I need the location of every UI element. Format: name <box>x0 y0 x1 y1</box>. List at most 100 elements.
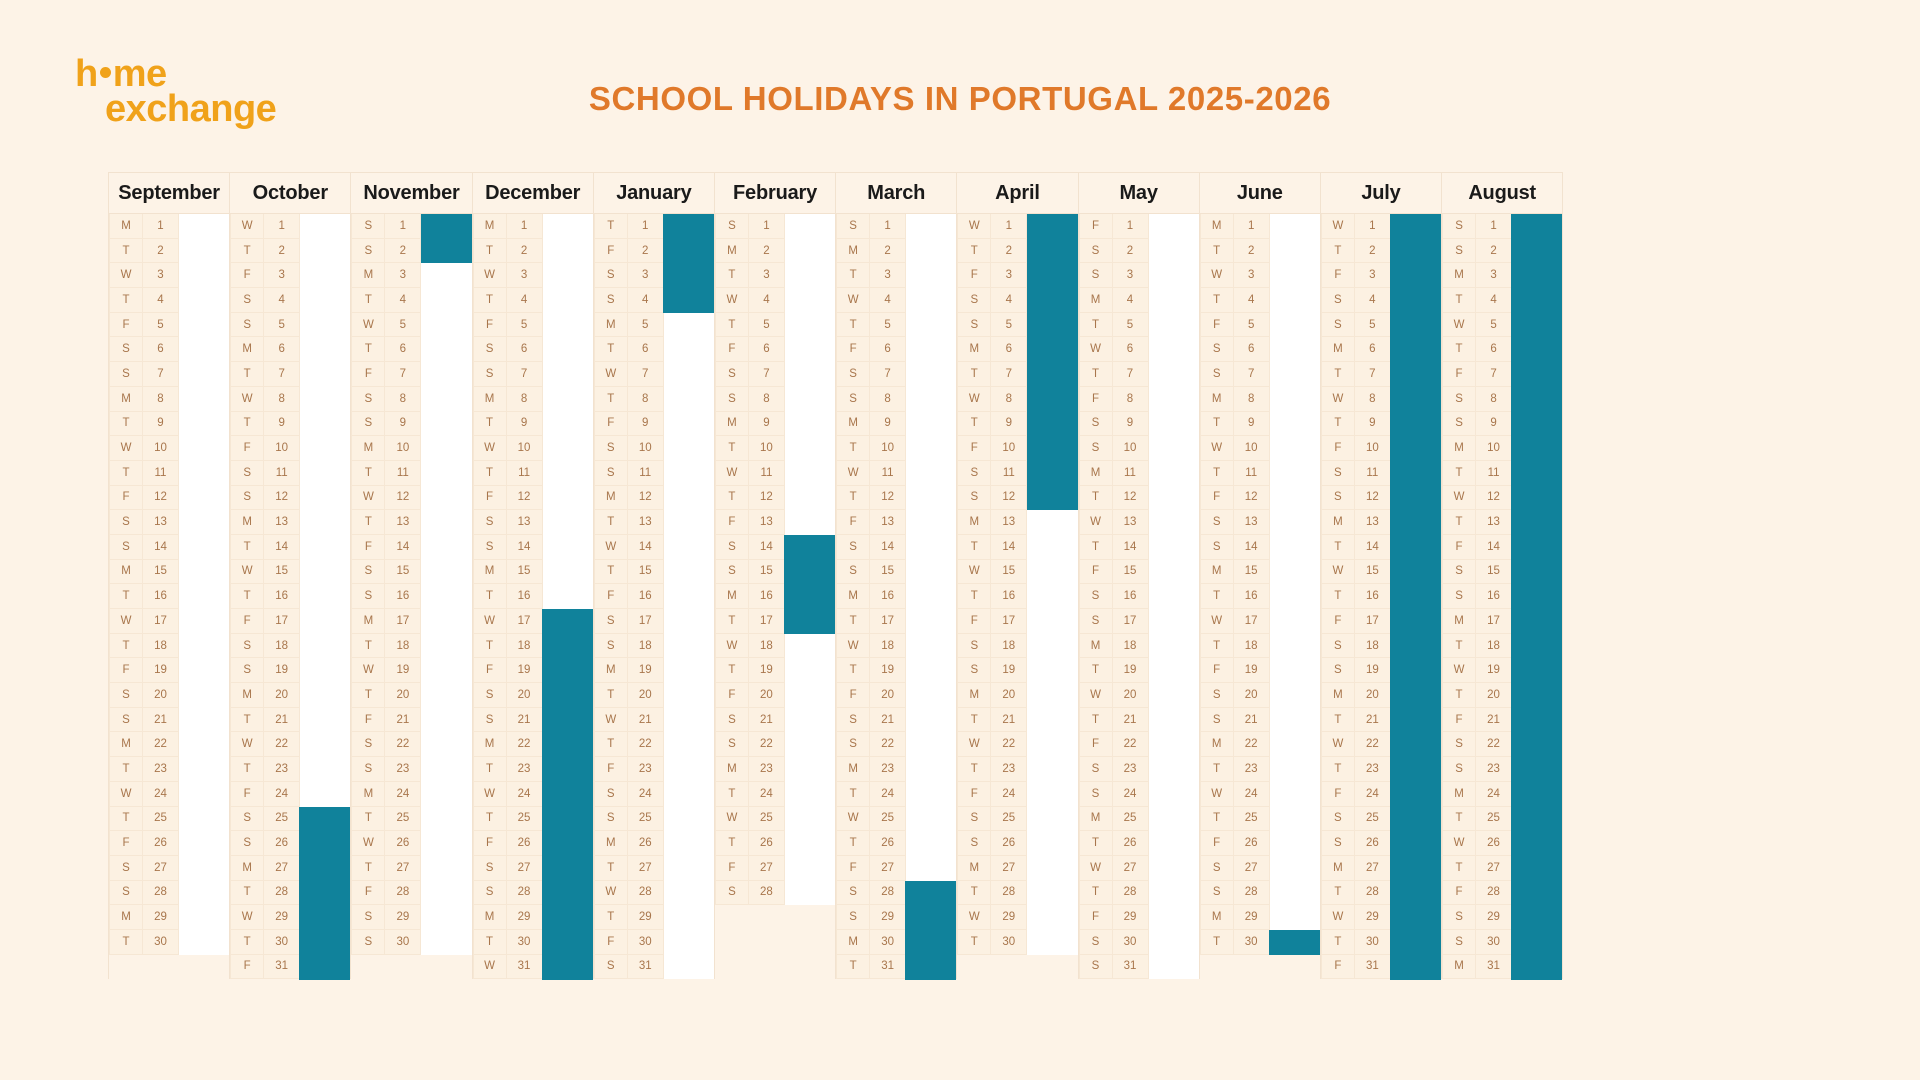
day-number: 8 <box>264 386 301 412</box>
holiday-track-cell <box>421 683 472 708</box>
day-number: 8 <box>1233 386 1270 412</box>
day-number: 30 <box>1233 929 1270 955</box>
logo-dot-icon <box>99 66 111 78</box>
day-initial: F <box>109 485 143 511</box>
day-initial <box>715 930 749 955</box>
day-row: F 16 <box>593 584 714 609</box>
day-row: T 27 <box>593 855 714 881</box>
day-number: 26 <box>385 831 422 856</box>
day-number: 16 <box>1476 584 1513 609</box>
day-row: W 25 <box>714 806 836 832</box>
day-number: 2 <box>627 238 664 264</box>
day-number: 3 <box>1354 263 1391 289</box>
holiday-track-cell <box>784 954 836 980</box>
day-number: 11 <box>991 460 1028 486</box>
day-initial: T <box>1442 337 1477 363</box>
day-row: S 14 <box>472 534 593 560</box>
day-initial: W <box>351 485 386 511</box>
day-row: S 13 <box>109 510 230 535</box>
day-initial: M <box>109 214 143 239</box>
day-number: 27 <box>143 855 179 881</box>
month-column-january: January T 1 F 2 S 3 S 4 M 5 T 6 W 7 T 8 F 9 S 10 S 11 M 12 T 13 W 14… <box>593 172 715 980</box>
day-row: W 11 <box>714 460 836 486</box>
day-row: S 21 <box>836 707 957 733</box>
day-row: S 23 <box>351 757 472 782</box>
holiday-track-cell <box>300 238 351 264</box>
day-initial: T <box>1442 460 1477 486</box>
day-row-empty <box>351 954 472 980</box>
holiday-track-cell <box>1148 312 1199 338</box>
day-initial: T <box>836 436 871 461</box>
holiday-track-cell <box>421 732 472 758</box>
day-row: F 13 <box>714 510 836 535</box>
day-initial: S <box>1078 238 1113 264</box>
holiday-track-cell <box>179 683 230 708</box>
day-number: 20 <box>1233 683 1270 708</box>
day-initial: T <box>1442 288 1477 313</box>
holiday-track-cell <box>421 757 472 782</box>
day-initial: S <box>1320 288 1355 313</box>
day-number: 9 <box>264 411 301 437</box>
holiday-track-cell <box>421 905 472 930</box>
day-initial: M <box>1078 806 1113 832</box>
day-initial: S <box>593 263 628 289</box>
day-number: 14 <box>1233 534 1270 560</box>
calendar-grid: September M 1 T 2 W 3 T 4 F 5 S 6 S 7 M 8 T 9 W 10 T 11 F 12 S 13 S… <box>108 172 1564 980</box>
holiday-track-cell <box>1269 214 1320 239</box>
holiday-track-cell <box>179 238 230 264</box>
day-number: 2 <box>506 238 543 264</box>
day-number: 24 <box>506 781 543 807</box>
homeexchange-logo[interactable]: h me exchange <box>75 55 277 127</box>
day-number: 21 <box>991 707 1028 733</box>
holiday-bar-july-1 <box>1390 214 1442 980</box>
day-number: 2 <box>1354 238 1391 264</box>
day-number: 5 <box>264 312 301 338</box>
day-number: 19 <box>1233 658 1270 684</box>
day-number: 29 <box>385 905 422 930</box>
holiday-track-cell <box>179 609 230 634</box>
month-days-july: W 1 T 2 F 3 S 4 S 5 M 6 T 7 W 8 T 9 F 10 S 11 S 12 M 13 T 14 W 15 T 16 F… <box>1320 214 1442 980</box>
day-initial: S <box>1199 707 1234 733</box>
day-number: 3 <box>506 263 543 289</box>
day-initial: F <box>1199 312 1234 338</box>
holiday-track-cell <box>1269 238 1320 264</box>
month-days-august: S 1 S 2 M 3 T 4 W 5 T 6 F 7 S 8 S 9 M 10 T 11 W 12 T 13 F 14 S 15 S 16 M… <box>1442 214 1563 980</box>
holiday-track-cell <box>300 337 351 363</box>
day-number: 15 <box>1476 559 1513 585</box>
day-number: 2 <box>1233 238 1270 264</box>
day-initial: F <box>109 831 143 856</box>
day-number: 16 <box>870 584 907 609</box>
day-number: 11 <box>870 460 907 486</box>
day-row: S 24 <box>593 781 714 807</box>
day-initial: T <box>1078 534 1113 560</box>
holiday-track-cell <box>542 534 593 560</box>
day-initial: M <box>1199 905 1234 930</box>
day-row: M 23 <box>714 757 836 782</box>
day-initial: S <box>1199 855 1234 881</box>
day-initial: S <box>109 880 143 906</box>
day-number: 31 <box>870 954 907 980</box>
holiday-track-cell <box>542 460 593 486</box>
day-initial: M <box>1320 683 1355 708</box>
day-number: 15 <box>991 559 1028 585</box>
day-row: T 12 <box>836 485 957 511</box>
day-initial: T <box>957 238 992 264</box>
day-number: 16 <box>1112 584 1149 609</box>
day-initial: F <box>351 534 386 560</box>
holiday-track-cell <box>1027 534 1078 560</box>
day-row: S 31 <box>593 954 714 980</box>
holiday-track-cell <box>1148 386 1199 412</box>
day-initial: S <box>1078 584 1113 609</box>
day-initial: S <box>230 658 265 684</box>
day-number: 1 <box>1233 214 1270 239</box>
day-number: 26 <box>991 831 1028 856</box>
day-number: 21 <box>385 707 422 733</box>
day-initial: S <box>1320 633 1355 659</box>
day-initial: T <box>836 263 871 289</box>
day-number: 1 <box>1112 214 1149 239</box>
holiday-track-cell <box>906 781 957 807</box>
day-row: S 21 <box>109 707 230 733</box>
